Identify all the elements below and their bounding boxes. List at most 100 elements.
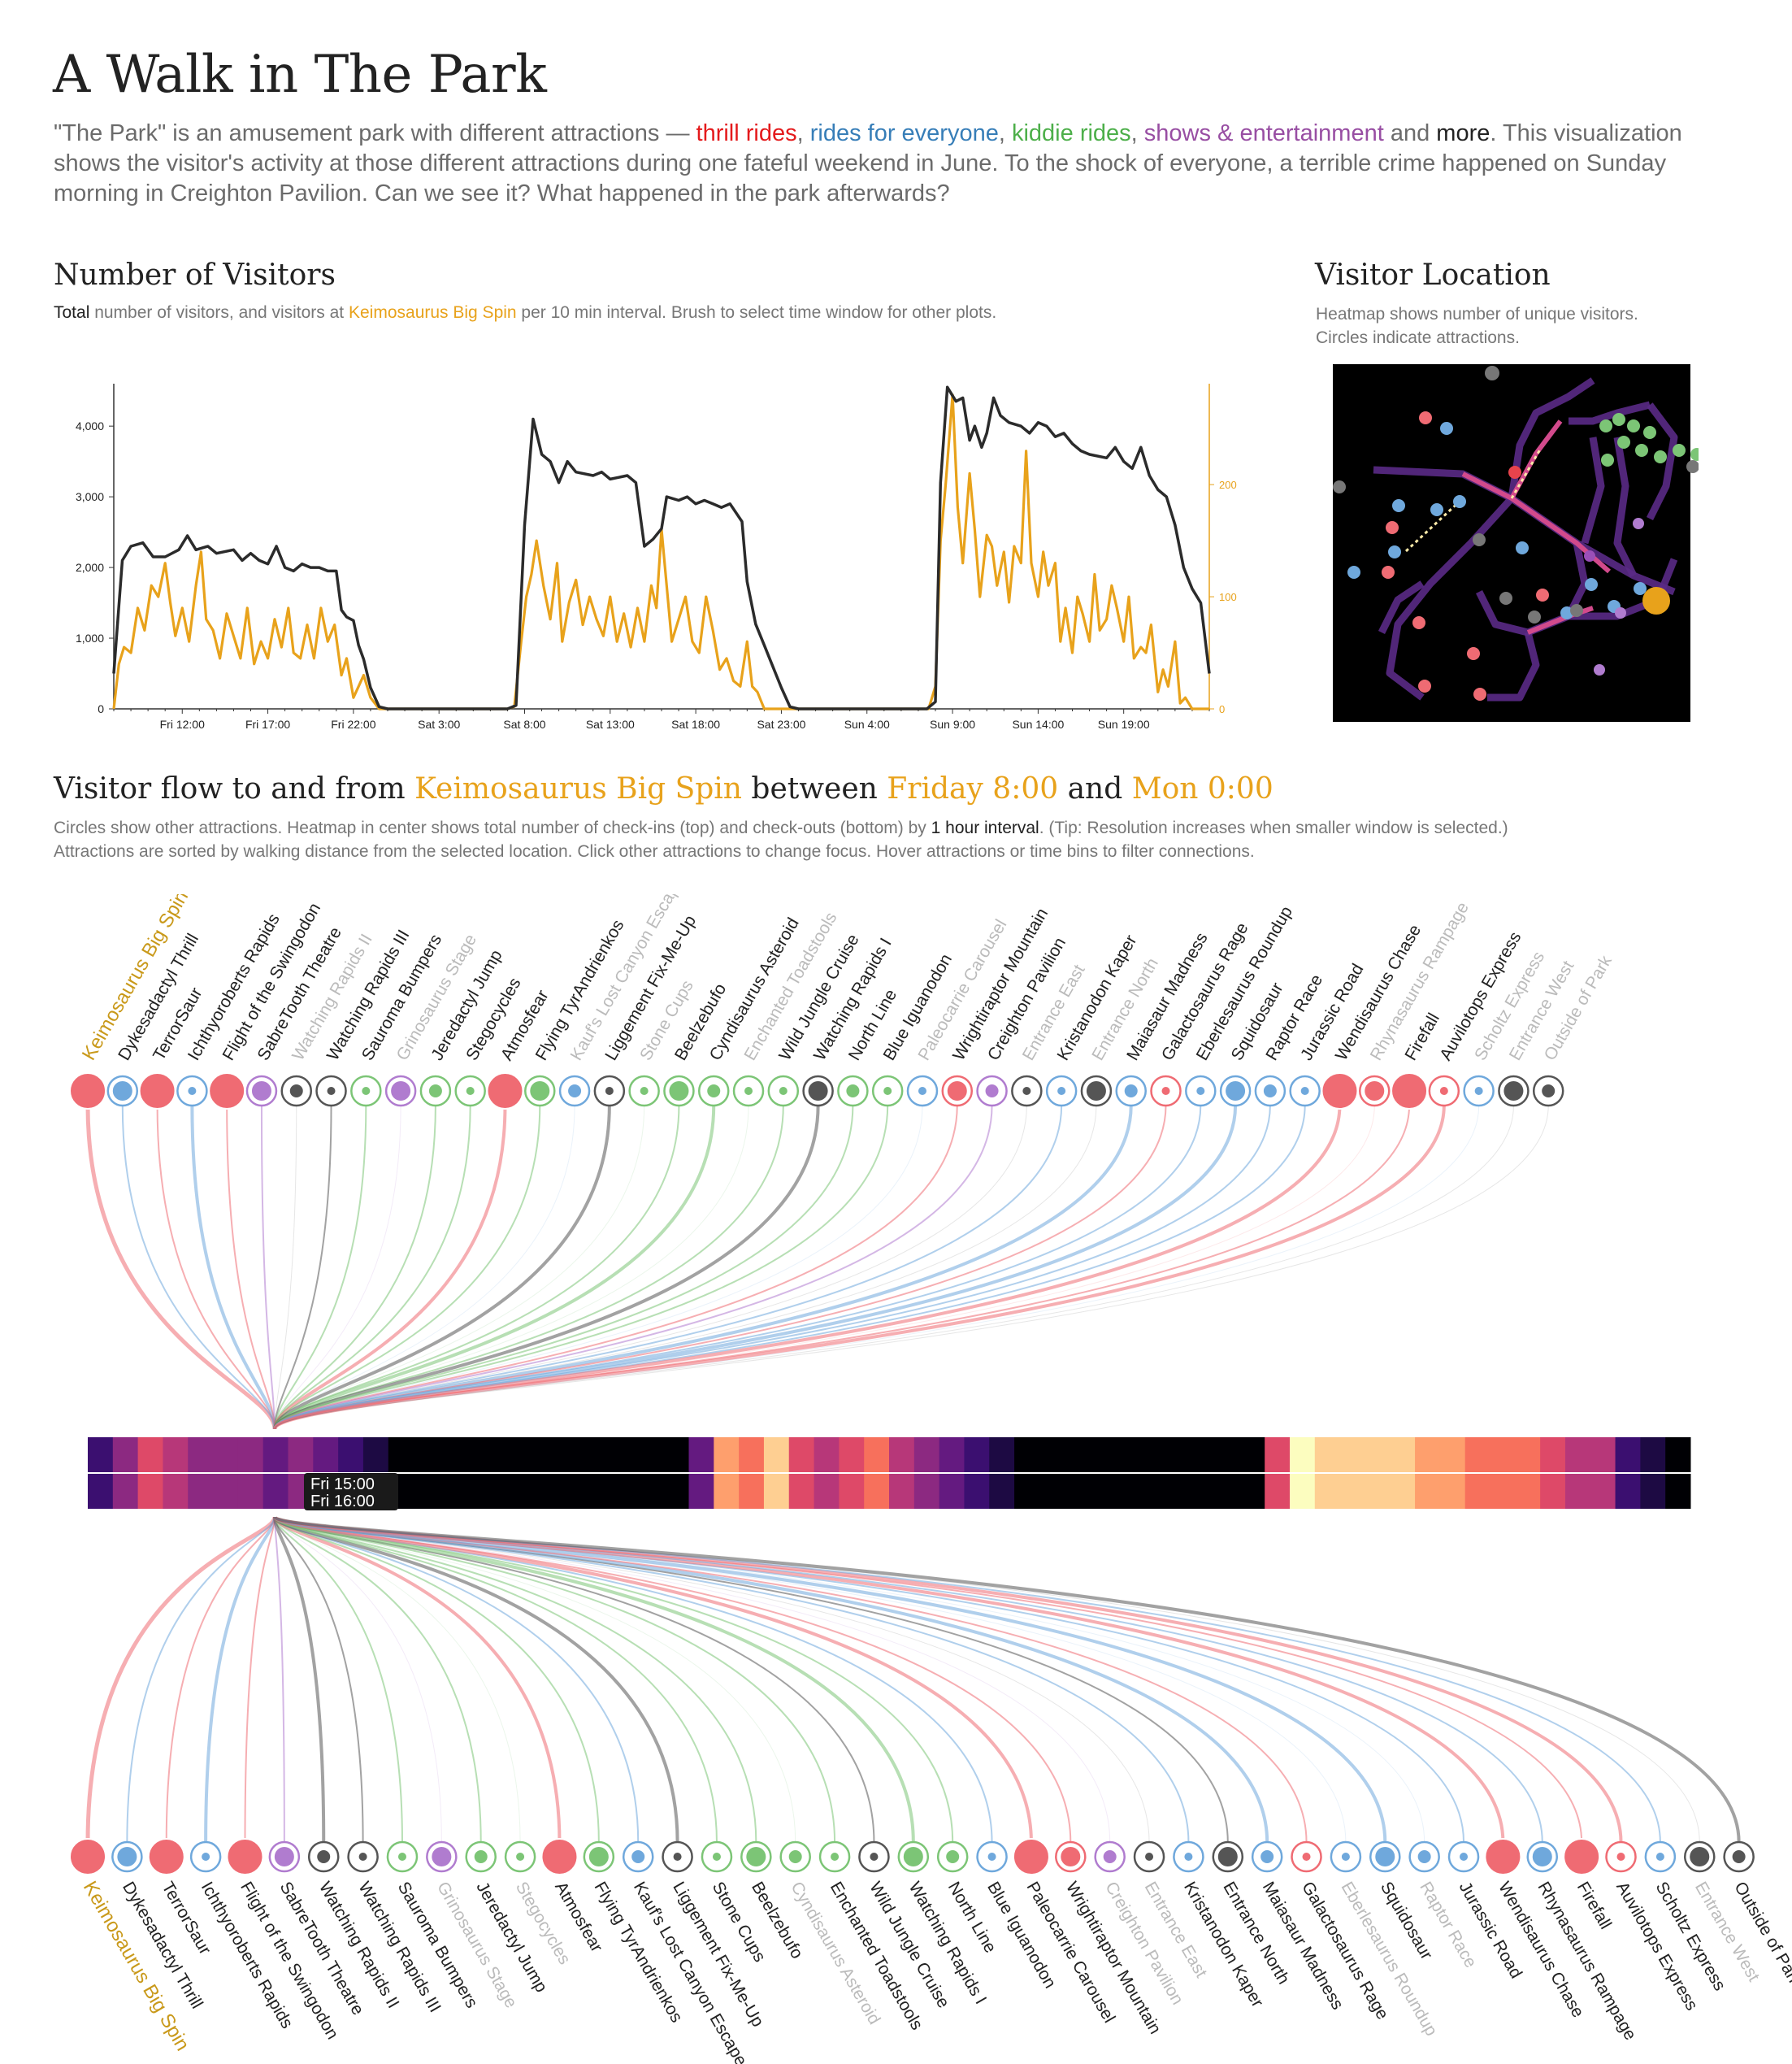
map-attraction-dot[interactable] (1473, 688, 1486, 701)
attraction-circle[interactable] (1484, 1838, 1522, 1875)
heatmap-checkout-cell[interactable] (964, 1474, 990, 1509)
heatmap-checkin-cell[interactable] (788, 1437, 815, 1472)
heatmap-checkout-cell[interactable] (1640, 1474, 1666, 1509)
map-attraction-dot[interactable] (1453, 495, 1466, 508)
map-attraction-dot[interactable] (1499, 592, 1512, 605)
map-attraction-dot[interactable] (1686, 460, 1699, 473)
map-attraction-dot[interactable] (1585, 578, 1598, 591)
visitor-location-map[interactable] (1325, 356, 1699, 730)
map-attraction-dot[interactable] (1412, 616, 1425, 629)
heatmap-checkin-cell[interactable] (939, 1437, 965, 1472)
heatmap-checkout-cell[interactable] (939, 1474, 965, 1509)
heatmap-checkin-cell[interactable] (1464, 1437, 1490, 1472)
heatmap-checkin-cell[interactable] (338, 1437, 364, 1472)
heatmap-checkin-cell[interactable] (814, 1437, 840, 1472)
heatmap-checkout-cell[interactable] (638, 1474, 665, 1509)
attraction-node[interactable]: Outside of Park (1532, 952, 1616, 1107)
heatmap-checkin-cell[interactable] (1114, 1437, 1140, 1472)
heatmap-checkout-cell[interactable] (913, 1474, 940, 1509)
heatmap-checkout-cell[interactable] (88, 1474, 114, 1509)
heatmap-checkout-cell[interactable] (112, 1474, 139, 1509)
attraction-circle[interactable] (147, 1838, 185, 1875)
heatmap-checkout-cell[interactable] (1265, 1474, 1291, 1509)
map-attraction-dot[interactable] (1673, 444, 1686, 457)
heatmap-checkout-cell[interactable] (788, 1474, 815, 1509)
map-attraction-dot[interactable] (1617, 436, 1630, 449)
heatmap-checkin-cell[interactable] (1290, 1437, 1316, 1472)
map-attraction-dot[interactable] (1690, 448, 1699, 461)
map-attraction-dot[interactable] (1382, 566, 1395, 579)
heatmap-checkin-cell[interactable] (913, 1437, 940, 1472)
heatmap-checkout-cell[interactable] (1439, 1474, 1466, 1509)
heatmap-checkout-cell[interactable] (1239, 1474, 1265, 1509)
heatmap-checkin-cell[interactable] (1189, 1437, 1216, 1472)
heatmap-checkin-cell[interactable] (538, 1437, 564, 1472)
heatmap-checkin-cell[interactable] (1515, 1437, 1541, 1472)
heatmap-checkin-cell[interactable] (362, 1437, 389, 1472)
heatmap-checkin-cell[interactable] (989, 1437, 1015, 1472)
heatmap-checkout-cell[interactable] (188, 1474, 214, 1509)
map-attraction-dot[interactable] (1643, 426, 1656, 439)
map-attraction-dot[interactable] (1386, 521, 1399, 534)
map-attraction-dot[interactable] (1473, 533, 1486, 546)
map-attraction-dot[interactable] (1615, 607, 1626, 619)
heatmap-checkin-cell[interactable] (463, 1437, 489, 1472)
map-attraction-dot[interactable] (1584, 550, 1595, 562)
heatmap-checkin-cell[interactable] (763, 1437, 790, 1472)
heatmap-checkout-cell[interactable] (688, 1474, 714, 1509)
heatmap-checkin-cell[interactable] (213, 1437, 239, 1472)
heatmap-checkin-cell[interactable] (563, 1437, 589, 1472)
heatmap-checkout-cell[interactable] (1390, 1474, 1416, 1509)
heatmap-checkout-cell[interactable] (614, 1474, 640, 1509)
heatmap-checkout-cell[interactable] (714, 1474, 740, 1509)
heatmap-checkout-cell[interactable] (1590, 1474, 1616, 1509)
heatmap-checkout-cell[interactable] (137, 1474, 163, 1509)
heatmap-checkin-cell[interactable] (488, 1437, 514, 1472)
map-attraction-dot[interactable] (1485, 366, 1499, 380)
heatmap-checkin-cell[interactable] (1089, 1437, 1115, 1472)
heatmap-checkout-cell[interactable] (1464, 1474, 1490, 1509)
map-attraction-dot[interactable] (1418, 680, 1431, 693)
attraction-circle[interactable] (1012, 1838, 1050, 1875)
attraction-label[interactable]: Firefall (1573, 1879, 1615, 1932)
heatmap-checkin-cell[interactable] (288, 1437, 314, 1472)
attraction-circle[interactable] (69, 1838, 106, 1875)
heatmap-checkout-cell[interactable] (864, 1474, 890, 1509)
heatmap-checkin-cell[interactable] (1540, 1437, 1566, 1472)
map-attraction-dot[interactable] (1440, 422, 1453, 435)
heatmap-checkout-cell[interactable] (488, 1474, 514, 1509)
heatmap-checkin-cell[interactable] (614, 1437, 640, 1472)
heatmap-checkin-cell[interactable] (1665, 1437, 1691, 1472)
heatmap-checkin-cell[interactable] (1014, 1437, 1040, 1472)
heatmap-checkin-cell[interactable] (864, 1437, 890, 1472)
heatmap-checkin-cell[interactable] (413, 1437, 439, 1472)
heatmap-checkout-cell[interactable] (1615, 1474, 1641, 1509)
heatmap-checkout-cell[interactable] (763, 1474, 790, 1509)
heatmap-checkout-cell[interactable] (989, 1474, 1015, 1509)
map-attraction-dot[interactable] (1634, 582, 1647, 595)
heatmap-checkout-cell[interactable] (1365, 1474, 1391, 1509)
heatmap-checkin-cell[interactable] (588, 1437, 614, 1472)
heatmap-checkout-cell[interactable] (1039, 1474, 1065, 1509)
map-attraction-dot[interactable] (1508, 466, 1521, 479)
heatmap-checkout-cell[interactable] (1114, 1474, 1140, 1509)
heatmap-checkout-cell[interactable] (213, 1474, 239, 1509)
map-attraction-dot[interactable] (1599, 419, 1612, 432)
heatmap-checkout-cell[interactable] (1064, 1474, 1090, 1509)
heatmap-checkout-cell[interactable] (1339, 1474, 1365, 1509)
map-attraction-dot[interactable] (1570, 604, 1583, 617)
heatmap-checkin-cell[interactable] (1439, 1437, 1466, 1472)
heatmap-checkin-cell[interactable] (1339, 1437, 1365, 1472)
heatmap-checkin-cell[interactable] (663, 1437, 689, 1472)
map-attraction-dot[interactable] (1627, 419, 1640, 432)
heatmap-checkout-cell[interactable] (163, 1474, 189, 1509)
heatmap-checkout-cell[interactable] (889, 1474, 915, 1509)
map-attraction-dot[interactable] (1642, 587, 1670, 615)
heatmap-checkin-cell[interactable] (1139, 1437, 1165, 1472)
map-attraction-dot[interactable] (1612, 413, 1625, 426)
heatmap-checkin-cell[interactable] (112, 1437, 139, 1472)
attraction-circle[interactable] (1563, 1838, 1601, 1875)
heatmap-checkin-cell[interactable] (1039, 1437, 1065, 1472)
heatmap-checkin-cell[interactable] (1390, 1437, 1416, 1472)
